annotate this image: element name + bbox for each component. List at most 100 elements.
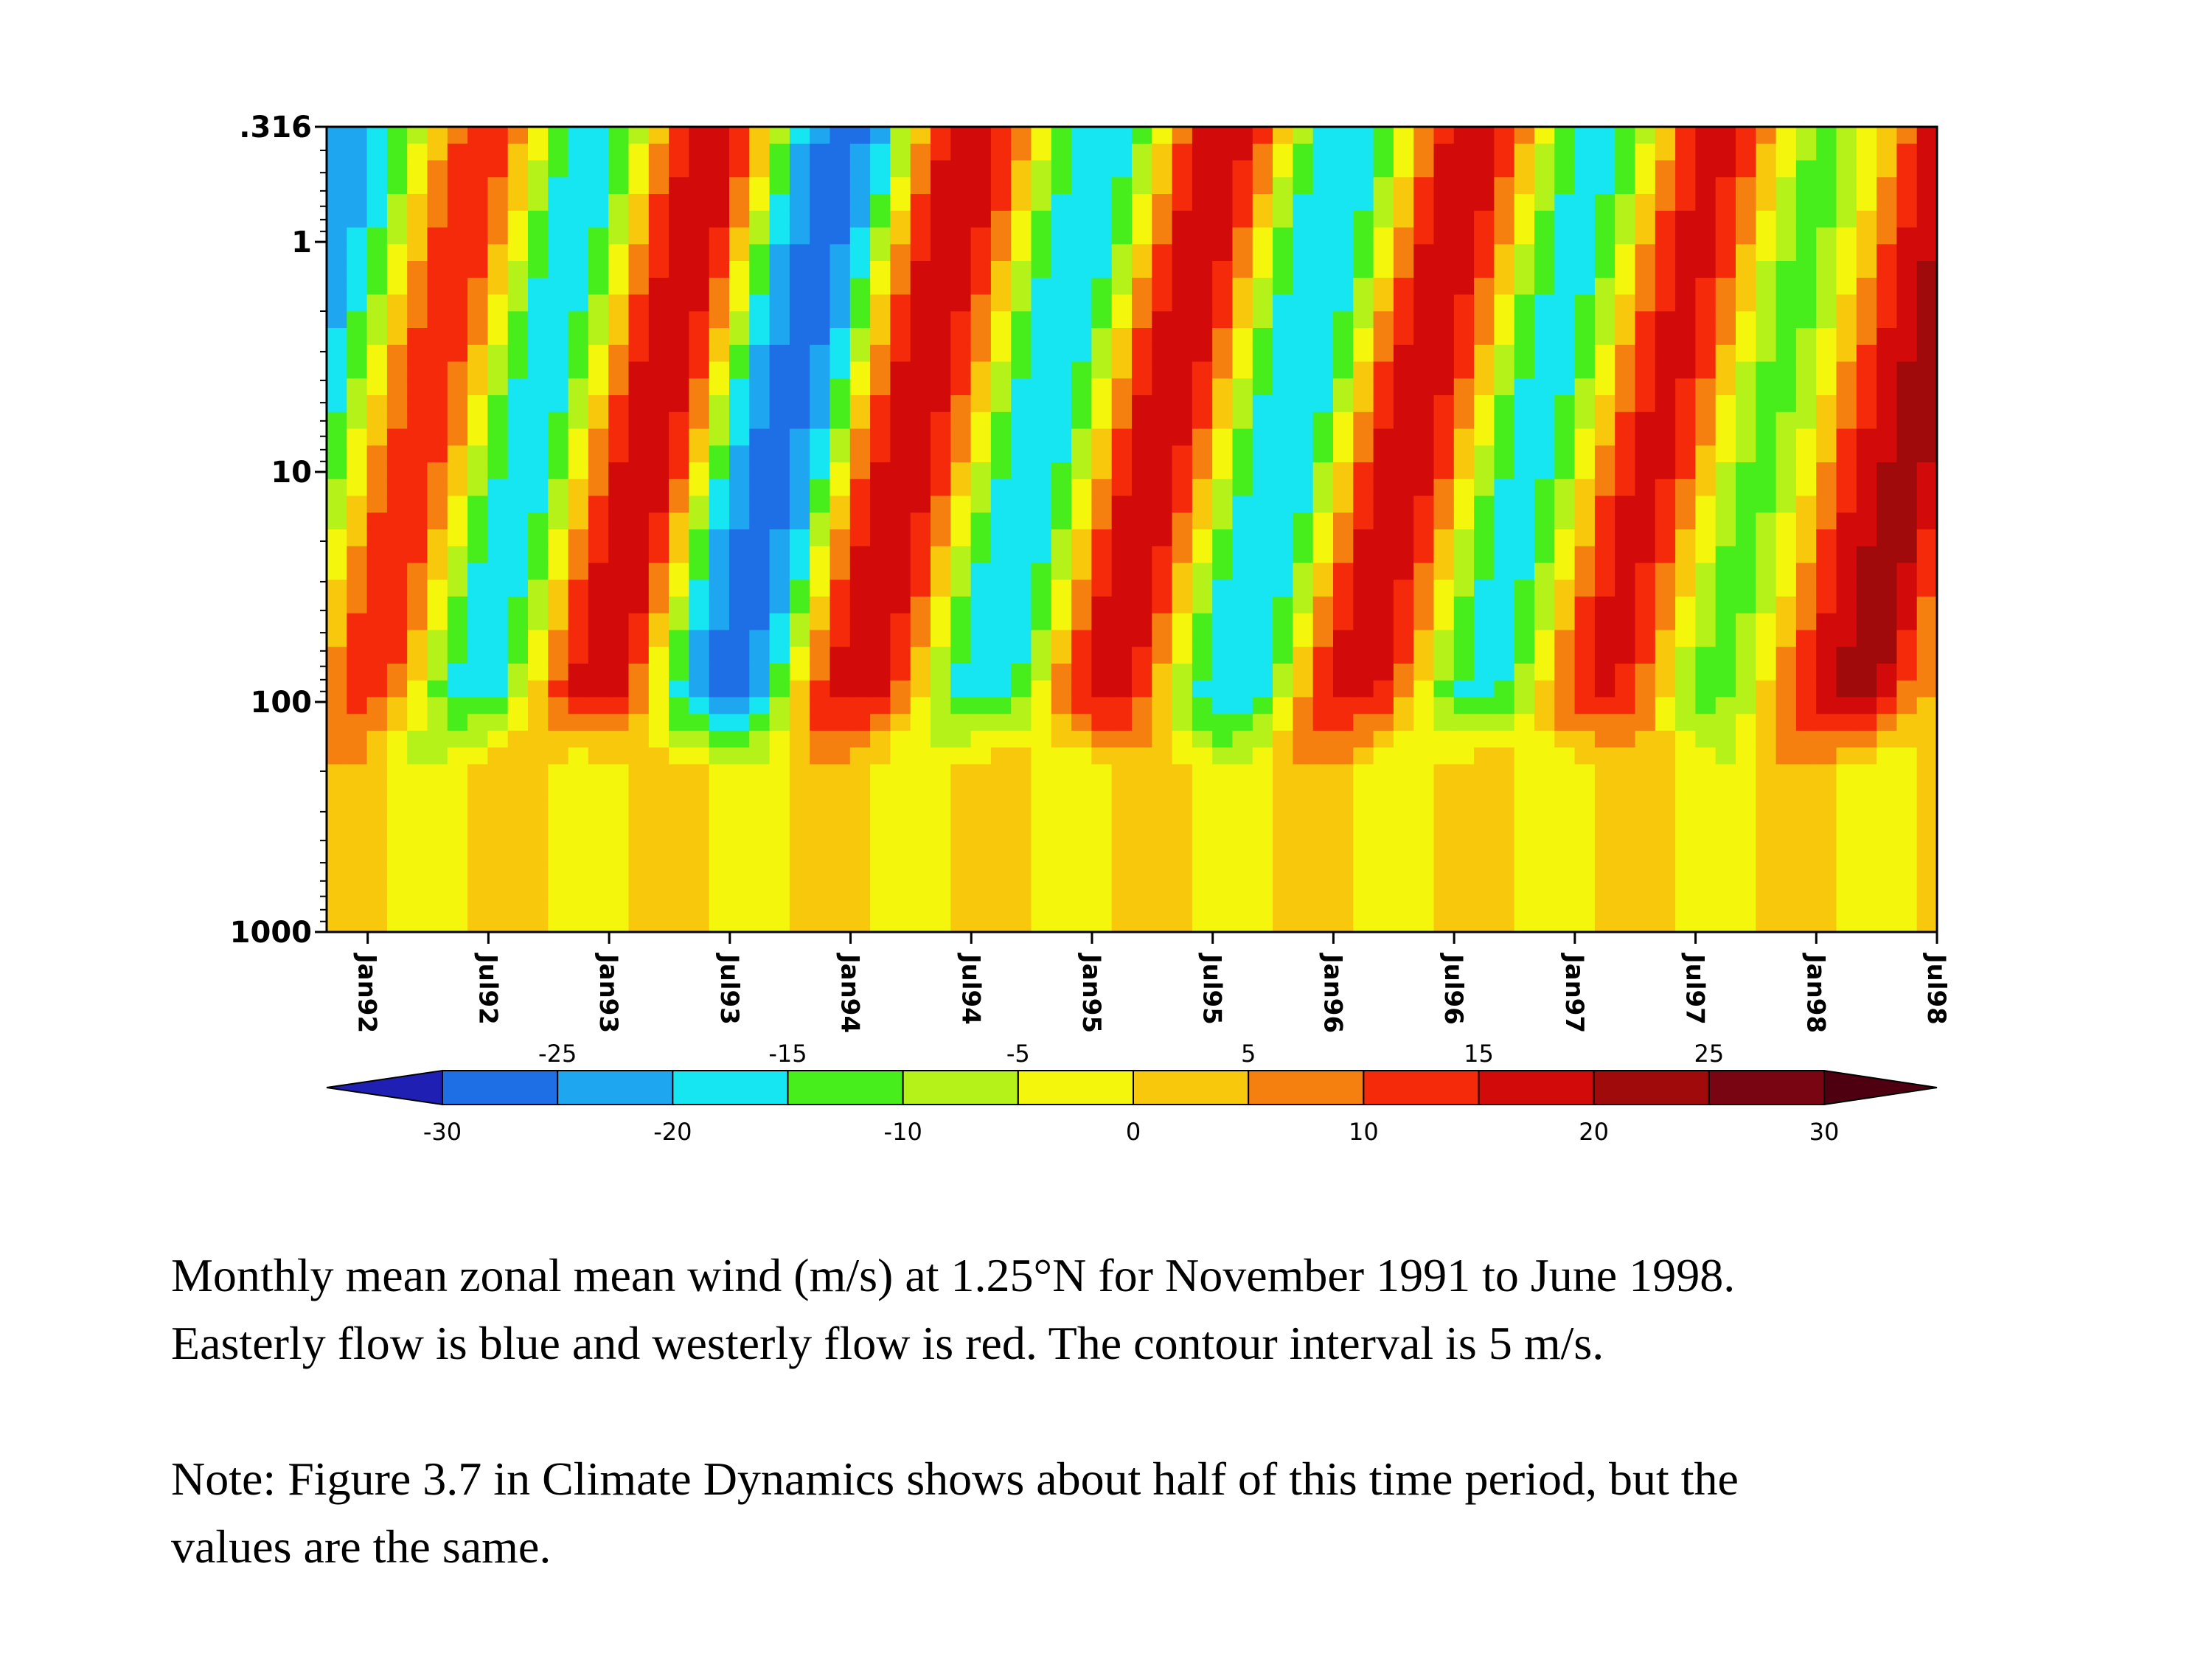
heatmap-cell [588,210,609,229]
heatmap-cell [1594,160,1615,178]
heatmap-cell [1413,647,1435,664]
heatmap-cell [1393,328,1414,346]
heatmap-cell [1031,395,1052,413]
heatmap-cell [1312,261,1334,279]
heatmap-cell [1474,311,1495,329]
heatmap-cell [789,764,810,782]
heatmap-cell [528,781,549,799]
heatmap-cell [386,647,408,664]
heatmap-cell [1775,781,1797,799]
heatmap-cell [1534,495,1555,513]
heatmap-cell [1655,395,1676,413]
heatmap-cell [1494,814,1515,832]
heatmap-cell [1011,915,1032,932]
heatmap-cell [467,697,488,714]
heatmap-cell [1453,160,1475,178]
heatmap-cell [386,831,408,849]
heatmap-cell [1675,294,1696,312]
heatmap-cell [487,764,509,782]
heatmap-cell [608,127,630,145]
heatmap-cell [950,697,972,714]
heatmap-cell [1554,294,1576,312]
heatmap-cell [1474,915,1495,932]
heatmap-cell [890,731,911,748]
heatmap-cell [669,395,689,413]
heatmap-cell [990,664,1012,681]
heatmap-cell [487,580,509,597]
heatmap-cell [849,613,871,631]
heatmap-cell [1494,664,1515,681]
heatmap-cell [669,495,689,513]
heatmap-cell [1514,898,1535,916]
heatmap-cell [327,244,347,262]
heatmap-cell [1192,613,1213,631]
heatmap-cell [1212,731,1234,748]
heatmap-cell [1413,277,1435,296]
heatmap-cell [1594,747,1615,765]
heatmap-cell [1715,395,1736,413]
heatmap-cell [507,798,529,815]
heatmap-cell [1574,714,1596,731]
heatmap-cell [1453,881,1475,900]
heatmap-cell [1756,664,1777,681]
heatmap-cell [1816,378,1837,396]
heatmap-cell [769,647,790,664]
heatmap-cell [1896,479,1918,497]
heatmap-cell [1353,462,1374,480]
heatmap-cell [327,462,347,480]
heatmap-cell [870,411,891,430]
heatmap-cell [366,328,388,346]
heatmap-cell [1192,361,1213,379]
heatmap-cell [588,613,609,631]
heatmap-cell [1836,546,1857,564]
heatmap-cell [386,328,408,346]
heatmap-cell [1695,881,1717,900]
heatmap-cell [1816,227,1837,245]
heatmap-cell [1877,915,1897,932]
heatmap-cell [1433,311,1455,329]
heatmap-cell [1353,881,1374,900]
heatmap-cell [568,445,589,463]
heatmap-cell [1273,814,1293,832]
heatmap-cell [1011,277,1032,296]
heatmap-cell [1534,361,1555,379]
heatmap-cell [1514,747,1535,765]
heatmap-cell [1192,580,1213,597]
heatmap-cell [1333,361,1354,379]
heatmap-cell [709,361,730,379]
heatmap-cell [709,529,730,547]
heatmap-cell [1212,361,1234,379]
heatmap-cell [1877,898,1897,916]
heatmap-cell [628,546,650,564]
heatmap-cell [548,597,569,614]
heatmap-cell [1453,210,1475,229]
heatmap-cell [1554,546,1576,564]
heatmap-cell [931,714,951,731]
heatmap-cell [507,781,529,799]
heatmap-cell [1816,915,1837,932]
heatmap-cell [1111,244,1133,262]
heatmap-cell [669,680,689,698]
heatmap-cell [849,127,871,145]
heatmap-cell [347,395,368,413]
heatmap-cell [1635,546,1656,564]
heatmap-cell [386,563,408,580]
heatmap-cell [709,378,730,396]
heatmap-cell [1312,395,1334,413]
heatmap-cell [487,160,509,178]
heatmap-cell [1353,127,1374,145]
heatmap-cell [588,261,609,279]
heatmap-cell [1655,261,1676,279]
heatmap-cell [548,798,569,815]
heatmap-cell [1192,529,1213,547]
heatmap-cell [608,277,630,296]
heatmap-cell [528,747,549,765]
heatmap-cell [849,798,871,815]
heatmap-cell [689,143,710,161]
heatmap-cell [1795,378,1817,396]
heatmap-cell [1916,428,1937,446]
heatmap-cell [1433,915,1455,932]
heatmap-cell [487,311,509,329]
heatmap-cell [1373,177,1394,195]
heatmap-cell [1373,563,1394,580]
